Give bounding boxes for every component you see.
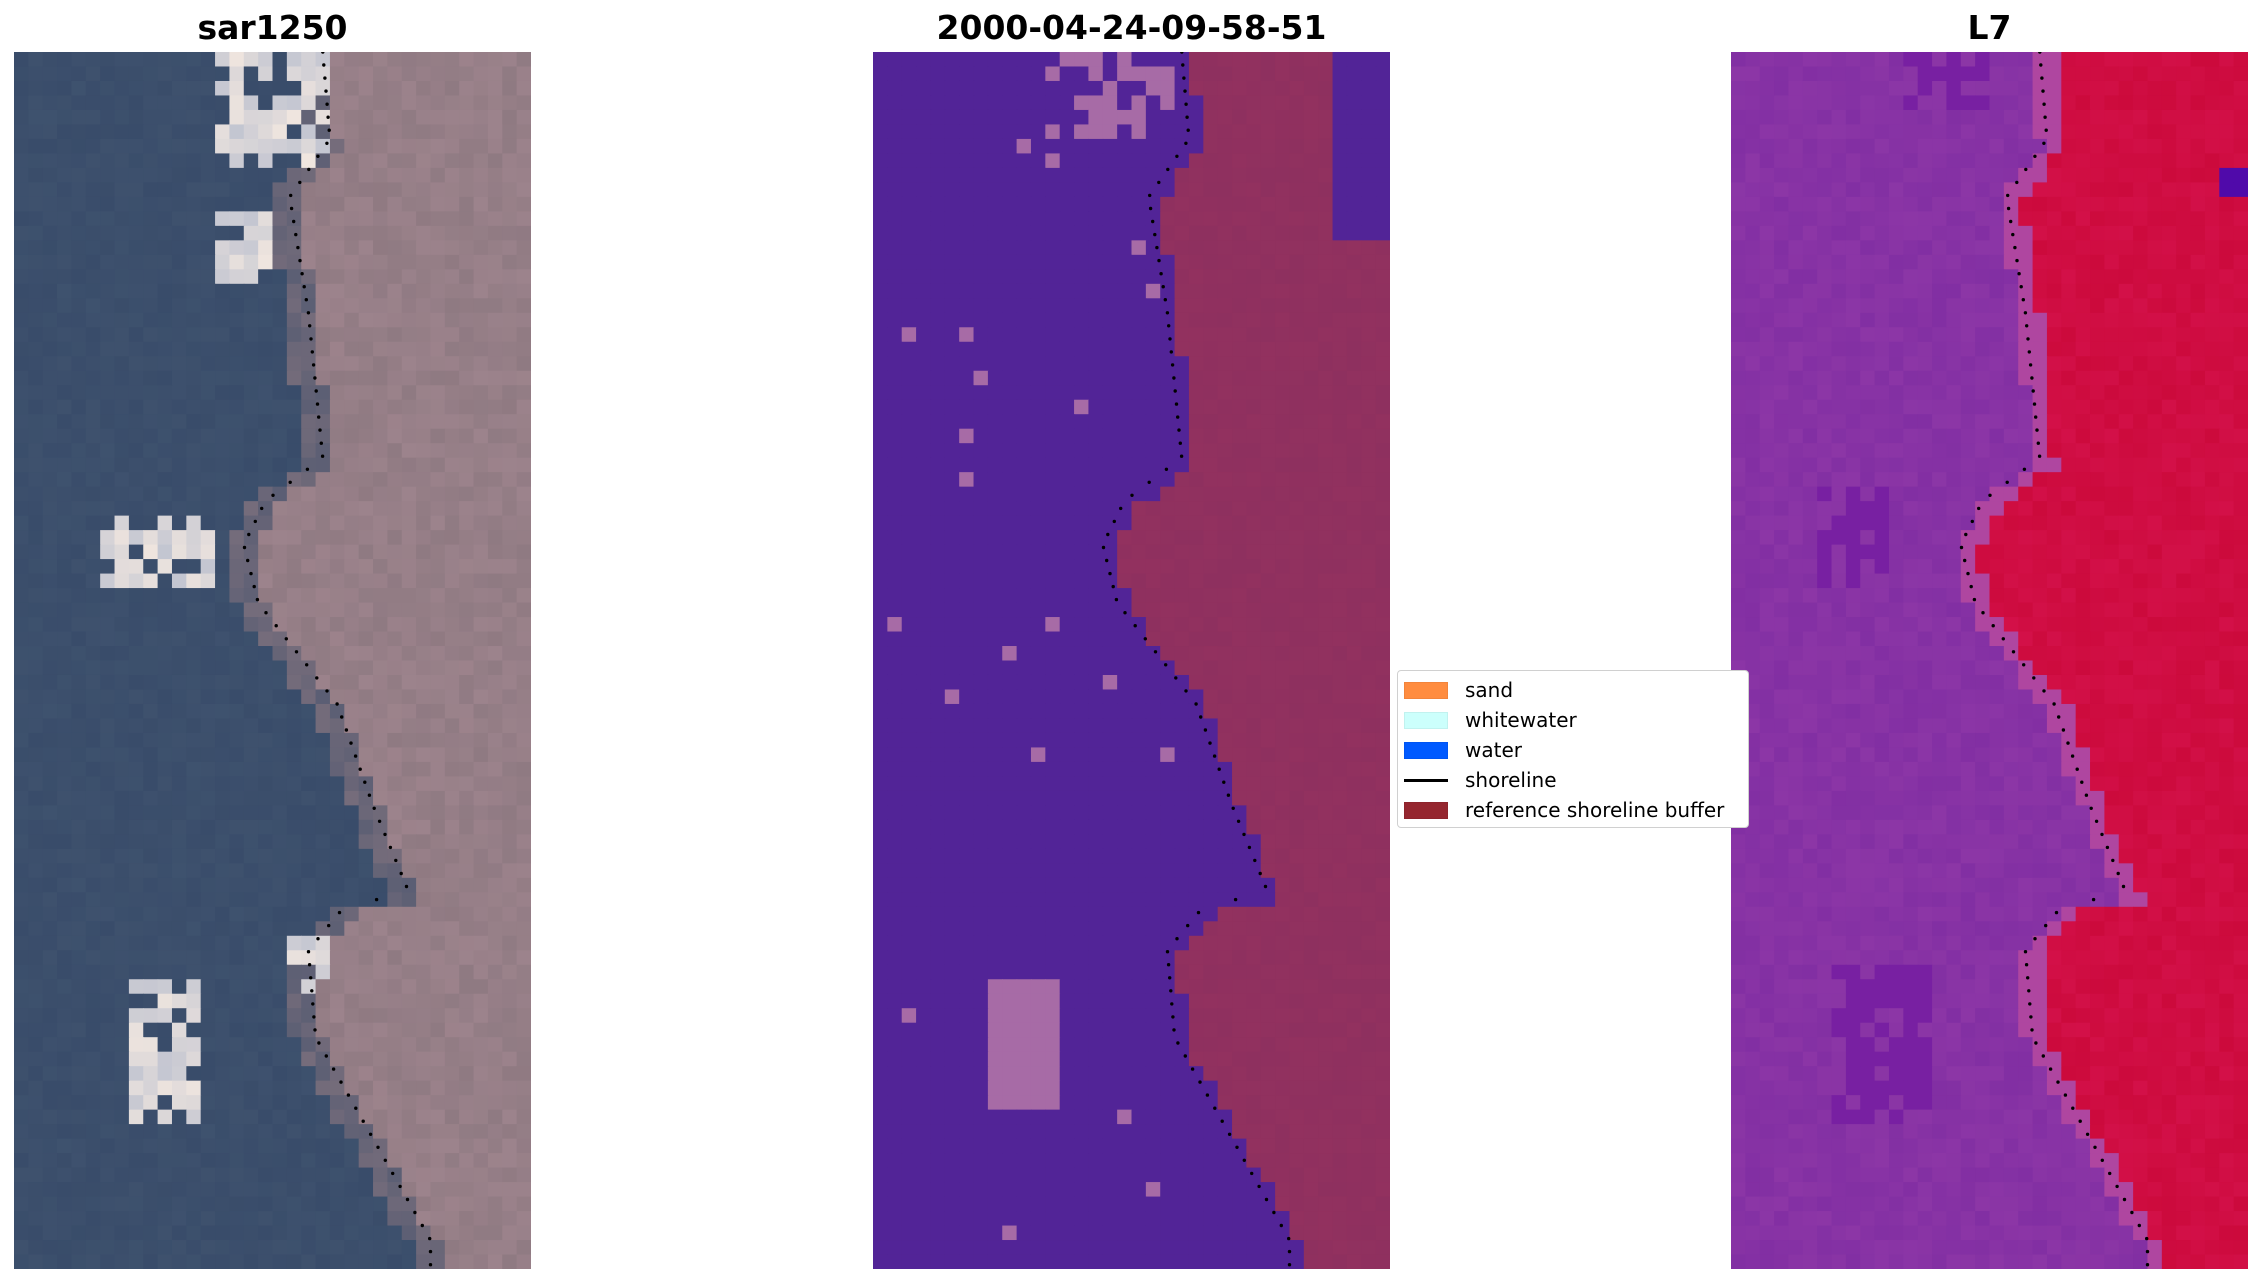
rgb-image-panel [14, 52, 531, 1269]
water-swatch [1404, 741, 1448, 759]
legend-label: shoreline [1465, 768, 1557, 792]
shoreline-line-swatch [1404, 778, 1448, 782]
panel-title-right: L7 [1967, 8, 2012, 47]
panel-title-left: sar1250 [197, 8, 348, 47]
legend: sand whitewater water shoreline referenc… [1397, 670, 1749, 828]
legend-label: sand [1465, 678, 1514, 702]
legend-label: reference shoreline buffer [1465, 798, 1725, 822]
whitewater-swatch [1404, 711, 1448, 729]
rgb-image [14, 52, 531, 1269]
panel-title-middle: 2000-04-24-09-58-51 [936, 8, 1327, 47]
sand-swatch [1404, 681, 1448, 699]
classified-image [873, 52, 1390, 1269]
legend-item-water: water [1404, 735, 1522, 765]
legend-item-sand: sand [1404, 675, 1513, 705]
shoreline-dots [1101, 52, 1292, 1267]
index-image-panel [1731, 52, 2248, 1269]
classified-image-panel [873, 52, 1390, 1269]
shoreline-dots [242, 52, 433, 1267]
index-image [1731, 52, 2248, 1269]
legend-item-whitewater: whitewater [1404, 705, 1577, 735]
reference-buffer-swatch [1404, 801, 1448, 819]
legend-item-shoreline: shoreline [1404, 765, 1557, 795]
pixel-grid [14, 52, 531, 1269]
shoreline-dots [1959, 52, 2150, 1267]
pixel-grid [1731, 52, 2248, 1269]
pixel-grid [873, 52, 1390, 1269]
legend-label: water [1465, 738, 1522, 762]
legend-label: whitewater [1465, 708, 1577, 732]
legend-item-reference-buffer: reference shoreline buffer [1404, 795, 1724, 825]
